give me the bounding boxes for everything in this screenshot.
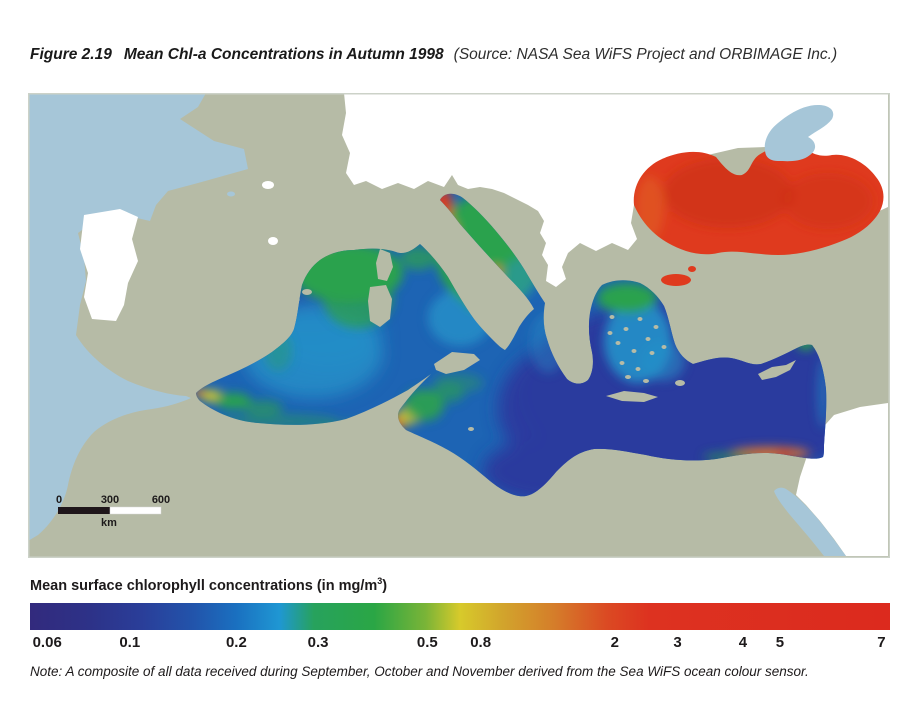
no-coverage-north xyxy=(342,93,888,287)
legend-tick-2: 2 xyxy=(610,634,619,651)
cyprus xyxy=(758,360,796,380)
scale-unit: km xyxy=(101,517,117,529)
legend-title-text: Mean surface chlorophyll concentrations … xyxy=(30,577,378,594)
legend-title: Mean surface chlorophyll concentrations … xyxy=(30,576,387,594)
sicily xyxy=(434,352,480,374)
red-sea xyxy=(774,487,846,556)
legend-tick-0.2: 0.2 xyxy=(225,634,247,651)
malta xyxy=(468,427,474,431)
mediterranean-map: 0 300 600 km xyxy=(28,93,890,558)
scale-tick-0: 0 xyxy=(56,494,62,506)
no-coverage-portugal xyxy=(80,209,138,321)
legend-tick-0.06: 0.06 xyxy=(32,634,62,651)
figure-caption: Figure 2.19 Mean Chl-a Concentrations in … xyxy=(30,46,837,64)
map-frame: 0 300 600 km xyxy=(28,93,890,558)
alpine-lake xyxy=(227,191,235,197)
legend-tick-0.5: 0.5 xyxy=(416,634,438,651)
figure-title: Mean Chl-a Concentrations in Autumn 1998 xyxy=(123,46,444,63)
islands xyxy=(253,249,796,431)
crete xyxy=(606,391,658,402)
aegean-islands xyxy=(607,315,667,383)
cloud-specks xyxy=(262,181,278,245)
legend-title-close: ) xyxy=(382,577,388,594)
scale-tick-600: 600 xyxy=(152,494,170,506)
mallorca xyxy=(278,294,300,307)
legend-tick-0.3: 0.3 xyxy=(307,634,329,651)
legend-title-superscript: 3 xyxy=(377,576,383,586)
sea-of-marmara xyxy=(661,266,696,286)
legend-tick-0.1: 0.1 xyxy=(119,634,141,651)
corsica xyxy=(376,249,393,281)
scale-bar-light-half xyxy=(109,506,162,515)
legend-ticks: 0.06 0.1 0.2 0.3 0.5 0.8 2 3 4 5 7 xyxy=(30,634,890,654)
menorca xyxy=(302,289,312,295)
scale-bar-dark-half xyxy=(58,507,110,514)
legend-tick-3: 3 xyxy=(673,634,682,651)
map-border xyxy=(28,93,890,558)
legend-tick-0.8: 0.8 xyxy=(470,634,492,651)
figure-source: (Source: NASA Sea WiFS Project and ORBIM… xyxy=(453,46,838,63)
rhodes xyxy=(675,380,685,386)
legend-tick-4: 4 xyxy=(738,634,748,651)
scale-tick-300: 300 xyxy=(101,494,119,506)
ibiza xyxy=(253,311,265,319)
legend-colorbar xyxy=(30,603,890,630)
figure-note: Note: A composite of all data received d… xyxy=(30,664,809,679)
legend-tick-5: 5 xyxy=(775,634,785,651)
atlantic-ocean xyxy=(28,93,248,541)
sea-of-azov xyxy=(764,105,834,162)
legend-tick-7: 7 xyxy=(877,634,886,651)
scale-bar: 0 300 600 km xyxy=(56,494,170,529)
sardinia xyxy=(368,285,392,327)
black-sea xyxy=(633,145,884,255)
figure-label: Figure 2.19 xyxy=(30,46,112,63)
